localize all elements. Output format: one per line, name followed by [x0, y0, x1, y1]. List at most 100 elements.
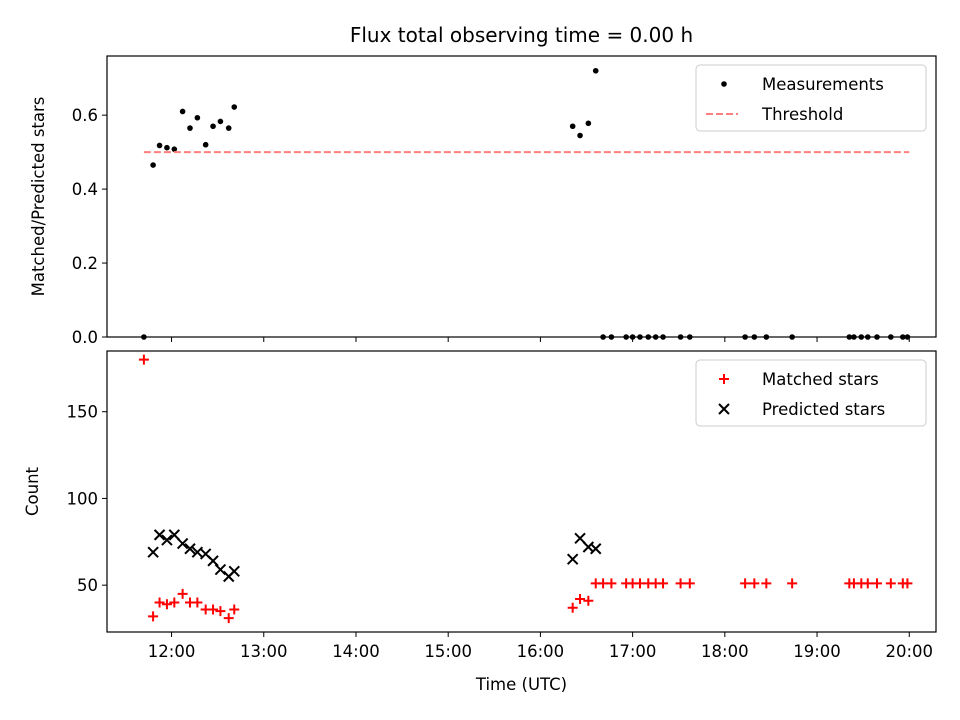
- matched-star-point: [885, 578, 896, 589]
- legend-box: [695, 359, 927, 427]
- predicted-star-point: [161, 534, 173, 546]
- matched-star-point: [658, 578, 669, 589]
- measurement-point: [660, 334, 666, 340]
- measurement-point: [652, 334, 659, 340]
- measurement-point: [637, 334, 643, 340]
- matched-star-point: [148, 611, 159, 622]
- measurement-point: [888, 334, 894, 340]
- measurement-point: [179, 108, 186, 115]
- measurement-point: [645, 334, 652, 340]
- measurement-point: [141, 334, 147, 340]
- top-y-axis-label: Matched/Predicted stars: [29, 97, 48, 297]
- y-tick-label: 50: [77, 576, 98, 595]
- measurement-point: [686, 334, 693, 340]
- measurement-point: [171, 146, 178, 152]
- x-tick-label: 15:00: [424, 642, 472, 661]
- legend-matched-swatch: [719, 374, 729, 384]
- matched-star-point: [169, 597, 180, 608]
- bottom-y-axis-label: Count: [23, 466, 42, 516]
- measurement-point: [194, 114, 201, 121]
- measurement-point: [164, 144, 170, 151]
- y-tick-label: 0.4: [72, 180, 98, 199]
- predicted-star-point: [228, 565, 240, 577]
- x-tick-label: 12:00: [148, 642, 196, 661]
- matched-star-point: [761, 578, 772, 589]
- matched-star-point: [223, 613, 234, 624]
- legend-predicted-swatch: [718, 403, 730, 415]
- measurement-point: [751, 334, 758, 340]
- measurement-point: [742, 334, 748, 340]
- matched-star-point: [575, 594, 586, 605]
- measurement-point: [900, 334, 906, 340]
- axes-frame: [106, 350, 937, 633]
- measurement-point: [629, 334, 636, 340]
- measurement-point: [851, 334, 857, 340]
- measurement-point: [202, 141, 209, 148]
- x-tick-label: 16:00: [517, 642, 565, 661]
- legend-label: Measurements: [762, 75, 884, 94]
- predicted-star-point: [566, 553, 579, 565]
- matched-star-point: [208, 604, 219, 615]
- measurement-point: [210, 123, 216, 130]
- measurement-point: [225, 125, 232, 131]
- measurement-point: [858, 334, 865, 340]
- matched-star-point: [161, 599, 172, 610]
- measurement-point: [217, 118, 224, 125]
- matched-star-point: [787, 578, 798, 589]
- predicted-star-point: [153, 529, 166, 541]
- x-tick-label: 19:00: [793, 642, 841, 661]
- predicted-star-point: [590, 543, 602, 555]
- matched-star-point: [862, 578, 873, 589]
- measurement-point: [904, 334, 911, 340]
- matched-star-point: [606, 578, 617, 589]
- measurement-point: [592, 67, 599, 74]
- measurement-point: [150, 162, 156, 168]
- measurement-point: [789, 334, 795, 340]
- axes-frame: [106, 55, 937, 338]
- matched-star-point: [177, 588, 188, 599]
- x-tick-label: 18:00: [701, 642, 749, 661]
- y-tick-label: 100: [67, 489, 99, 508]
- legend-label: Predicted stars: [762, 400, 885, 419]
- matched-star-point: [740, 578, 751, 589]
- measurement-point: [585, 120, 592, 127]
- x-tick-label: 20:00: [885, 642, 933, 661]
- x-tick-label: 17:00: [609, 642, 657, 661]
- bottom-x-axis-label: Time (UTC): [475, 675, 567, 694]
- measurement-point: [608, 334, 615, 340]
- y-tick-label: 150: [67, 403, 99, 422]
- matched-star-point: [749, 578, 760, 589]
- legend-label: Matched stars: [762, 370, 879, 389]
- predicted-star-point: [176, 537, 189, 550]
- measurement-point: [677, 334, 684, 340]
- legend-label: Threshold: [761, 105, 843, 124]
- measurement-point: [569, 123, 576, 130]
- matched-star-point: [229, 604, 240, 615]
- x-tick-label: 14:00: [332, 642, 380, 661]
- measurement-point: [874, 334, 880, 340]
- predicted-star-point: [574, 532, 586, 545]
- matched-star-point: [675, 578, 686, 589]
- measurement-point: [231, 104, 238, 110]
- predicted-star-point: [147, 546, 159, 558]
- legend-box: [695, 64, 927, 132]
- matched-star-point: [192, 597, 203, 608]
- measurement-point: [623, 334, 629, 340]
- legend-measurement-swatch: [721, 81, 727, 87]
- top-panel: 0.0 0.2 0.4 0.6 Measurements Threshold: [72, 55, 937, 347]
- measurement-point: [577, 132, 583, 139]
- predicted-star-point: [168, 529, 181, 541]
- matched-star-point: [871, 578, 882, 589]
- predicted-star-point: [184, 543, 196, 555]
- measurement-point: [846, 334, 853, 340]
- y-tick-label: 0.2: [72, 254, 98, 273]
- measurement-point: [600, 334, 606, 340]
- predicted-star-point: [191, 546, 204, 558]
- measurement-point: [156, 142, 163, 149]
- y-tick-label: 0.0: [72, 328, 98, 347]
- y-tick-label: 0.6: [72, 106, 98, 125]
- matched-star-point: [138, 354, 149, 365]
- matched-star-point: [583, 595, 594, 606]
- matched-star-point: [902, 578, 913, 589]
